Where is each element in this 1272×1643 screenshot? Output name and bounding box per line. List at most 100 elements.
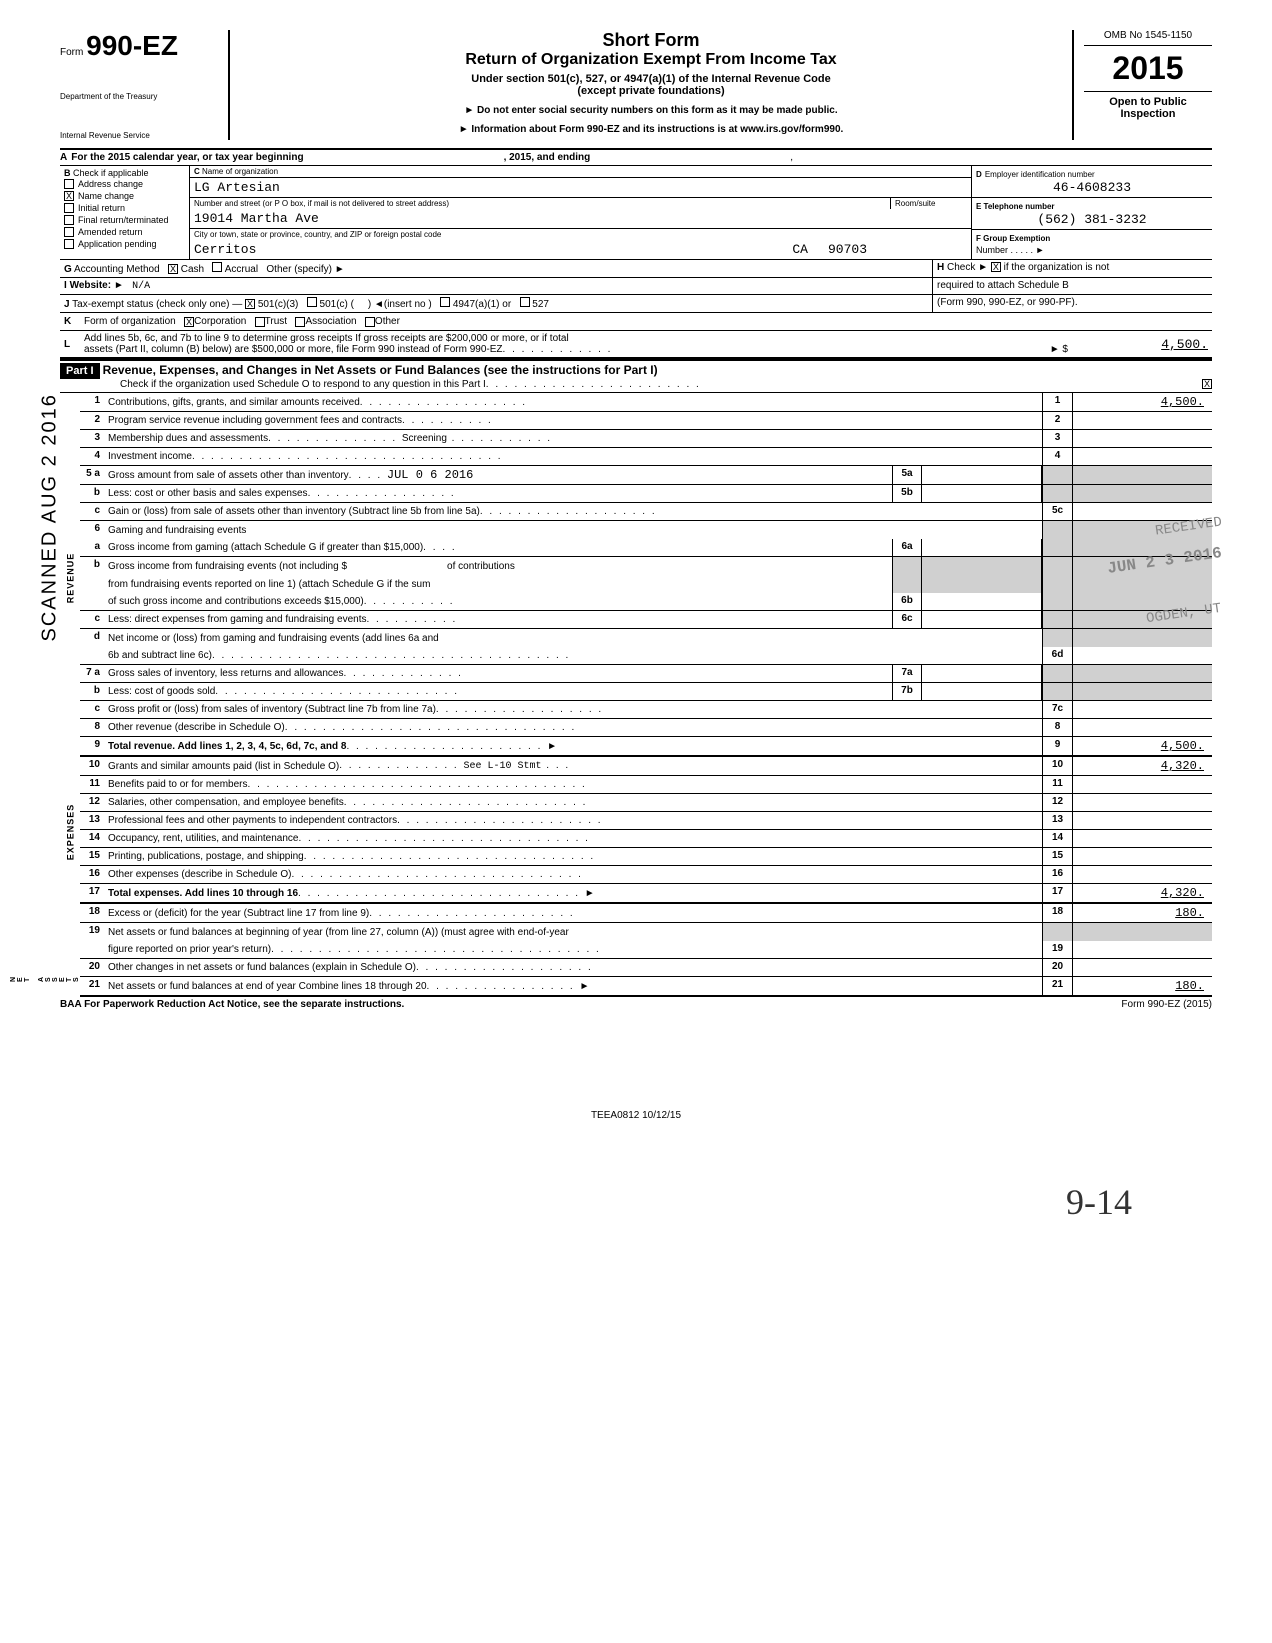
box-5c: 5c (1042, 503, 1072, 520)
checkbox-final-return[interactable] (64, 215, 74, 225)
line-16: 16 Other expenses (describe in Schedule … (80, 866, 1212, 884)
checkbox-schedule-o[interactable]: X (1202, 379, 1212, 389)
text-3: Membership dues and assessments (108, 433, 268, 444)
line-9: 9 Total revenue. Add lines 1, 2, 3, 4, 5… (80, 737, 1212, 757)
num-9: 9 (80, 737, 104, 755)
checkbox-527[interactable] (520, 297, 530, 307)
line-13: 13 Professional fees and other payments … (80, 812, 1212, 830)
checkbox-corporation[interactable]: X (184, 317, 194, 327)
box-5b: 5b (892, 485, 922, 502)
checkbox-name-change[interactable]: X (64, 191, 74, 201)
label-d: D (976, 170, 982, 179)
line-3: 3 Membership dues and assessments. . . .… (80, 430, 1212, 448)
label-k: K (64, 316, 78, 327)
num-11: 11 (80, 776, 104, 793)
website-label: Website: ► (70, 280, 124, 291)
side-expenses: EXPENSES (65, 804, 75, 861)
row-a: A For the 2015 calendar year, or tax yea… (60, 150, 1212, 166)
label-association: Association (305, 316, 356, 327)
val-18: 180. (1072, 904, 1212, 922)
label-h: H (937, 262, 944, 273)
line-20: 20 Other changes in net assets or fund b… (80, 959, 1212, 977)
box-6b: 6b (892, 593, 922, 610)
tel-value: (562) 381-3232 (976, 212, 1208, 227)
checkbox-4947[interactable] (440, 297, 450, 307)
checkbox-schedule-b[interactable]: X (991, 262, 1001, 272)
text-16: Other expenses (describe in Schedule O) (108, 869, 291, 880)
box-6a: 6a (892, 539, 922, 556)
box-7c: 7c (1042, 701, 1072, 718)
label-final-return: Final return/terminated (78, 215, 169, 225)
side-revenue: REVENUE (65, 553, 75, 604)
text-6b2: of contributions (447, 561, 515, 572)
num-6d: d (80, 629, 104, 647)
text-6c: Less: direct expenses from gaming and fu… (108, 614, 366, 625)
text-5c: Gain or (loss) from sale of assets other… (108, 506, 480, 517)
open-public-1: Open to Public (1084, 96, 1212, 108)
text-18: Excess or (deficit) for the year (Subtra… (108, 908, 369, 919)
label-trust: Trust (265, 316, 287, 327)
footer: BAA For Paperwork Reduction Act Notice, … (60, 997, 1212, 1010)
num-15: 15 (80, 848, 104, 865)
box-11: 11 (1042, 776, 1072, 793)
line-h-text4: (Form 990, 990-EZ, or 990-PF). (937, 297, 1078, 308)
box-14: 14 (1042, 830, 1072, 847)
box-12: 12 (1042, 794, 1072, 811)
checkbox-501c[interactable] (307, 297, 317, 307)
ein-value: 46-4608233 (976, 180, 1208, 195)
line-6: 6 Gaming and fundraising events (80, 521, 1212, 539)
num-13: 13 (80, 812, 104, 829)
checkbox-association[interactable] (295, 317, 305, 327)
box-6d: 6d (1042, 647, 1072, 664)
box-20: 20 (1042, 959, 1072, 976)
num-18: 18 (80, 904, 104, 922)
line-4: 4 Investment income. . . . . . . . . . .… (80, 448, 1212, 466)
line-6d-1: d Net income or (loss) from gaming and f… (80, 629, 1212, 647)
checkbox-501c3[interactable]: X (245, 299, 255, 309)
row-a-text2: , 2015, and ending (504, 152, 591, 163)
label-accrual: Accrual (225, 264, 258, 275)
city-value: Cerritos (194, 242, 256, 257)
text-12: Salaries, other compensation, and employ… (108, 797, 344, 808)
form-number: 990-EZ (86, 30, 178, 61)
box-5a: 5a (892, 466, 922, 484)
subtitle-section: Under section 501(c), 527, or 4947(a)(1)… (250, 73, 1052, 85)
part1-header-row: Part I Revenue, Expenses, and Changes in… (60, 359, 1212, 393)
line-l-text1: Add lines 5b, 6c, and 7b to line 9 to de… (84, 333, 1068, 344)
label-i: I (64, 280, 67, 291)
line-l-arrow: ► $ (1050, 344, 1068, 355)
num-21: 21 (80, 977, 104, 995)
num-6a: a (80, 539, 104, 556)
label-c: C (194, 167, 200, 176)
checkbox-cash[interactable]: X (168, 264, 178, 274)
box-3: 3 (1042, 430, 1072, 447)
text-7a: Gross sales of inventory, less returns a… (108, 668, 343, 679)
checkbox-other-org[interactable] (365, 317, 375, 327)
num-16: 16 (80, 866, 104, 883)
box-6c: 6c (892, 611, 922, 628)
checkbox-accrual[interactable] (212, 262, 222, 272)
tel-label: E Telephone number (976, 202, 1055, 211)
box-16: 16 (1042, 866, 1072, 883)
text-10: Grants and similar amounts paid (list in… (108, 761, 339, 772)
val-1: 4,500. (1072, 393, 1212, 411)
line-6c: c Less: direct expenses from gaming and … (80, 611, 1212, 629)
box-18: 18 (1042, 904, 1072, 922)
line-15: 15 Printing, publications, postage, and … (80, 848, 1212, 866)
org-name: LG Artesian (190, 178, 971, 198)
label-b: B (64, 168, 71, 178)
checkbox-amended-return[interactable] (64, 227, 74, 237)
text-6b1: Gross income from fundraising events (no… (108, 561, 347, 572)
line-7b: b Less: cost of goods sold. . . . . . . … (80, 683, 1212, 701)
checkbox-application-pending[interactable] (64, 239, 74, 249)
line-5b: b Less: cost or other basis and sales ex… (80, 485, 1212, 503)
part1-title: Revenue, Expenses, and Changes in Net As… (103, 363, 658, 377)
val-17: 4,320. (1072, 884, 1212, 902)
checkbox-initial-return[interactable] (64, 203, 74, 213)
form-header: Form 990-EZ Department of the Treasury I… (60, 30, 1212, 150)
label-other-specify: Other (specify) ► (266, 264, 344, 275)
street-value: 19014 Martha Ave (190, 209, 971, 229)
line-5c: c Gain or (loss) from sale of assets oth… (80, 503, 1212, 521)
checkbox-address-change[interactable] (64, 179, 74, 189)
checkbox-trust[interactable] (255, 317, 265, 327)
